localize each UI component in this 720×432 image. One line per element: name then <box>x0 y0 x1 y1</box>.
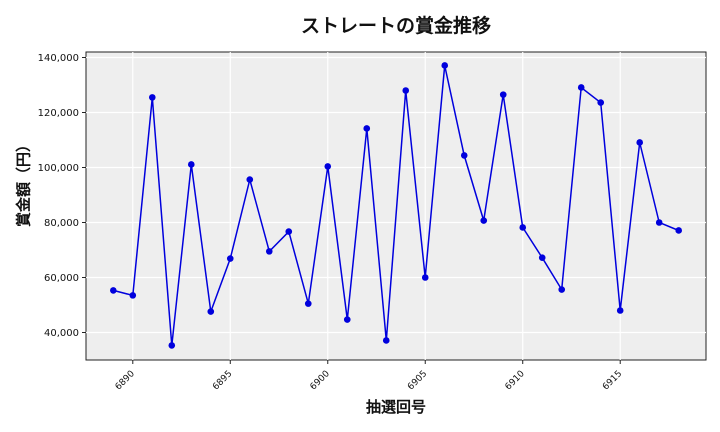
y-axis-ticks: 40,000 60,000 80,000 100,000 120,000 140,000 <box>38 53 86 339</box>
y-tick-label: 40,000 <box>44 328 79 339</box>
data-point <box>168 342 176 349</box>
data-point <box>675 227 683 234</box>
x-tick-label: 6890 <box>114 369 137 392</box>
y-tick-label: 60,000 <box>44 273 79 284</box>
chart-title: ストレートの賞金推移 <box>300 15 491 37</box>
data-point <box>285 228 293 235</box>
data-point <box>421 274 429 281</box>
x-axis-ticks: 6890 6895 6900 6905 6910 6915 <box>114 360 624 392</box>
y-tick-label: 140,000 <box>38 53 79 64</box>
data-point <box>304 300 312 307</box>
data-point <box>402 87 410 94</box>
data-point <box>207 308 215 315</box>
data-point <box>655 219 663 226</box>
data-point <box>324 163 332 170</box>
data-point <box>382 337 390 344</box>
data-point <box>480 217 488 224</box>
x-tick-label: 6910 <box>504 369 527 392</box>
x-tick-label: 6915 <box>601 369 624 392</box>
data-point <box>538 254 546 261</box>
data-point <box>441 62 449 69</box>
data-point <box>187 161 195 168</box>
series-line <box>113 65 679 346</box>
data-point <box>558 286 566 293</box>
data-point <box>343 316 351 323</box>
x-tick-label: 6900 <box>309 369 332 392</box>
data-point <box>246 176 254 183</box>
y-tick-label: 120,000 <box>38 108 79 119</box>
data-point <box>148 94 156 101</box>
data-point <box>129 292 137 299</box>
y-tick-label: 100,000 <box>38 163 79 174</box>
data-point <box>616 307 624 314</box>
x-tick-label: 6905 <box>406 369 429 392</box>
data-point <box>577 84 585 91</box>
y-tick-label: 80,000 <box>44 218 79 229</box>
data-point <box>363 125 371 132</box>
data-point <box>226 255 234 262</box>
data-point <box>109 287 117 294</box>
data-point <box>265 248 273 255</box>
data-point <box>499 91 507 98</box>
data-point <box>597 99 605 106</box>
data-point <box>460 152 468 159</box>
x-tick-label: 6895 <box>211 369 234 392</box>
data-markers <box>109 62 683 349</box>
x-axis-label: 抽選回号 <box>365 398 426 416</box>
data-point <box>636 139 644 146</box>
data-point <box>519 224 527 231</box>
